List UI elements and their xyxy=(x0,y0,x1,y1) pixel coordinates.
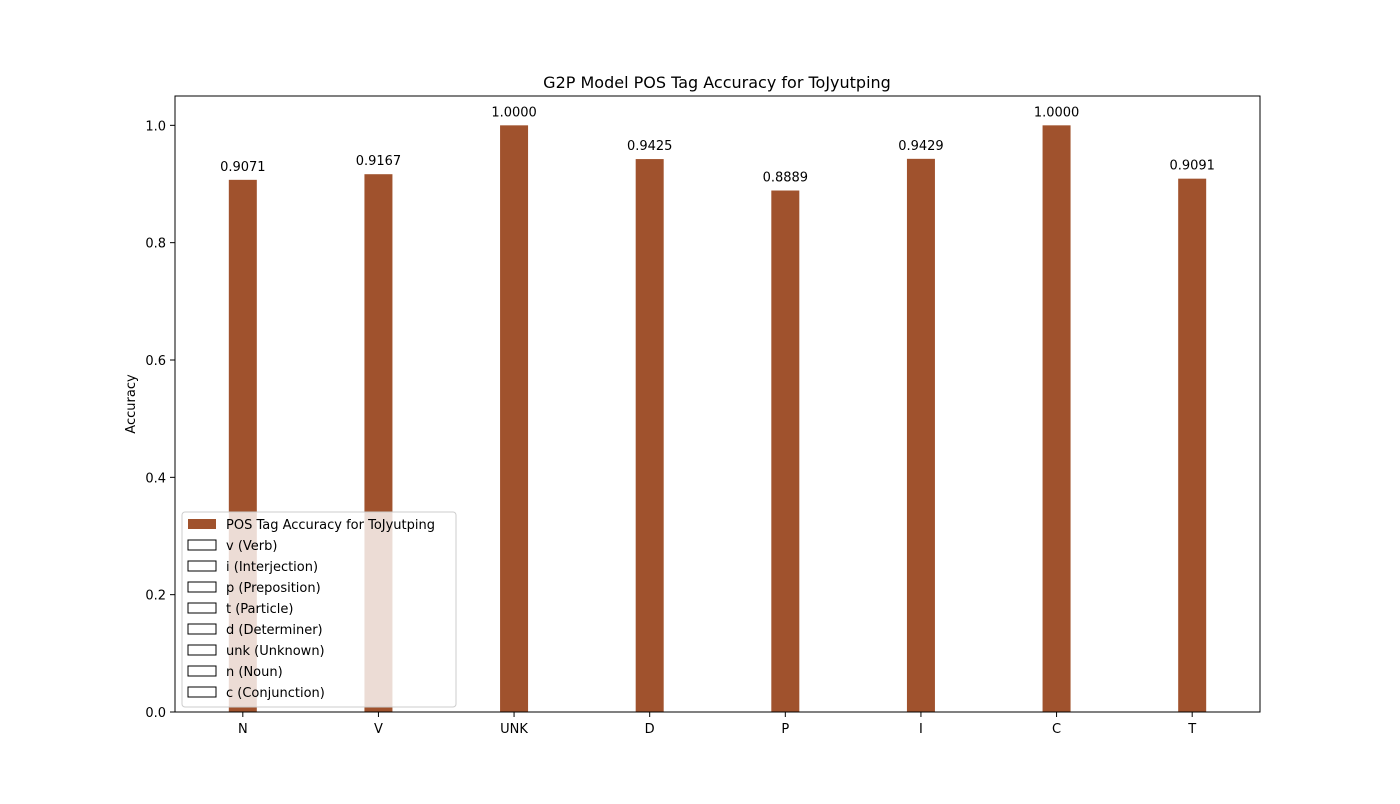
legend-swatch xyxy=(188,519,216,529)
legend-swatch xyxy=(187,602,217,614)
bar-i xyxy=(906,158,935,712)
y-tick-label: 0.0 xyxy=(145,706,166,721)
x-tick-label: UNK xyxy=(500,722,528,737)
data-label: 1.0000 xyxy=(491,105,537,120)
y-tick-label: 0.6 xyxy=(145,354,166,369)
legend-label: i (Interjection) xyxy=(226,560,318,575)
x-tick-label: I xyxy=(919,722,923,737)
data-label: 0.9167 xyxy=(356,154,402,169)
x-tick-label: V xyxy=(374,722,383,737)
legend-label: c (Conjunction) xyxy=(226,686,325,701)
x-tick-label: C xyxy=(1052,722,1061,737)
data-label: 0.9425 xyxy=(627,139,673,154)
legend-label: p (Preposition) xyxy=(226,581,321,596)
data-label: 1.0000 xyxy=(1034,105,1080,120)
legend-label: n (Noun) xyxy=(226,665,283,680)
legend-box xyxy=(181,511,457,708)
x-tick-label: P xyxy=(781,722,789,737)
axes-layer: N V UNK D P I C T 0.0 0.2 0.4 0.6 0.8 1.0 xyxy=(145,95,1261,737)
data-label: 0.9429 xyxy=(898,139,944,154)
legend-label: POS Tag Accuracy for ToJyutping xyxy=(226,518,435,533)
bar-d xyxy=(635,159,664,713)
data-labels-layer: 0.9071 0.9167 1.0000 0.9425 0.8889 0.9429 1.00… xyxy=(220,105,1215,185)
bars-layer xyxy=(228,125,1207,713)
legend-swatch xyxy=(187,665,217,677)
bar-p xyxy=(771,190,800,713)
y-axis-label: Accuracy xyxy=(124,374,139,434)
legend-label: t (Particle) xyxy=(226,602,293,617)
legend-swatch xyxy=(187,581,217,593)
data-label: 0.8889 xyxy=(763,171,809,186)
legend-label: unk (Unknown) xyxy=(226,644,325,659)
legend-label: d (Determiner) xyxy=(226,623,323,638)
x-tick-label: N xyxy=(238,722,248,737)
bar-t xyxy=(1178,178,1207,713)
y-tick-label: 1.0 xyxy=(145,119,166,134)
chart-title: G2P Model POS Tag Accuracy for ToJyutpin… xyxy=(543,73,891,92)
data-label: 0.9071 xyxy=(220,160,266,175)
y-tick-label: 0.2 xyxy=(145,589,166,604)
legend: POS Tag Accuracy for ToJyutping v (Verb) i… xyxy=(181,511,457,708)
bar-unk xyxy=(500,125,529,713)
plot-frame xyxy=(174,95,1261,713)
x-tick-label: D xyxy=(645,722,655,737)
x-tick-label: T xyxy=(1187,722,1196,737)
data-label: 0.9091 xyxy=(1169,159,1215,174)
y-tick-label: 0.8 xyxy=(145,237,166,252)
y-tick-label: 0.4 xyxy=(145,471,166,486)
legend-swatch xyxy=(187,623,217,635)
legend-label: v (Verb) xyxy=(226,539,277,554)
legend-swatch xyxy=(187,686,217,698)
bar-c xyxy=(1042,125,1071,713)
legend-swatch xyxy=(187,539,217,551)
legend-swatch xyxy=(187,560,217,572)
legend-swatch xyxy=(187,644,217,656)
